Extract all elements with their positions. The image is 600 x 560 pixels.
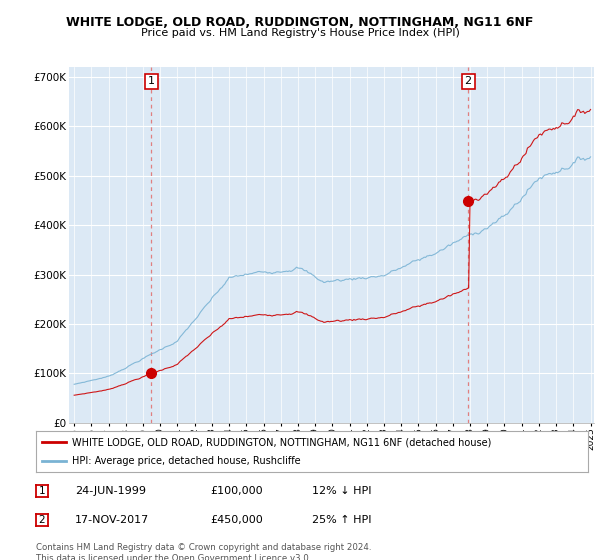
Text: £100,000: £100,000 xyxy=(210,486,263,496)
Text: WHITE LODGE, OLD ROAD, RUDDINGTON, NOTTINGHAM, NG11 6NF (detached house): WHITE LODGE, OLD ROAD, RUDDINGTON, NOTTI… xyxy=(72,437,491,447)
Text: £450,000: £450,000 xyxy=(210,515,263,525)
Text: 25% ↑ HPI: 25% ↑ HPI xyxy=(312,515,371,525)
Text: 12% ↓ HPI: 12% ↓ HPI xyxy=(312,486,371,496)
Text: WHITE LODGE, OLD ROAD, RUDDINGTON, NOTTINGHAM, NG11 6NF: WHITE LODGE, OLD ROAD, RUDDINGTON, NOTTI… xyxy=(67,16,533,29)
Text: 1: 1 xyxy=(148,76,155,86)
Text: 24-JUN-1999: 24-JUN-1999 xyxy=(75,486,146,496)
Text: 17-NOV-2017: 17-NOV-2017 xyxy=(75,515,149,525)
Text: HPI: Average price, detached house, Rushcliffe: HPI: Average price, detached house, Rush… xyxy=(72,456,301,466)
Text: Contains HM Land Registry data © Crown copyright and database right 2024.
This d: Contains HM Land Registry data © Crown c… xyxy=(36,543,371,560)
Text: Price paid vs. HM Land Registry's House Price Index (HPI): Price paid vs. HM Land Registry's House … xyxy=(140,28,460,38)
Text: 2: 2 xyxy=(38,515,45,525)
Text: 2: 2 xyxy=(464,76,472,86)
Text: 1: 1 xyxy=(38,486,45,496)
